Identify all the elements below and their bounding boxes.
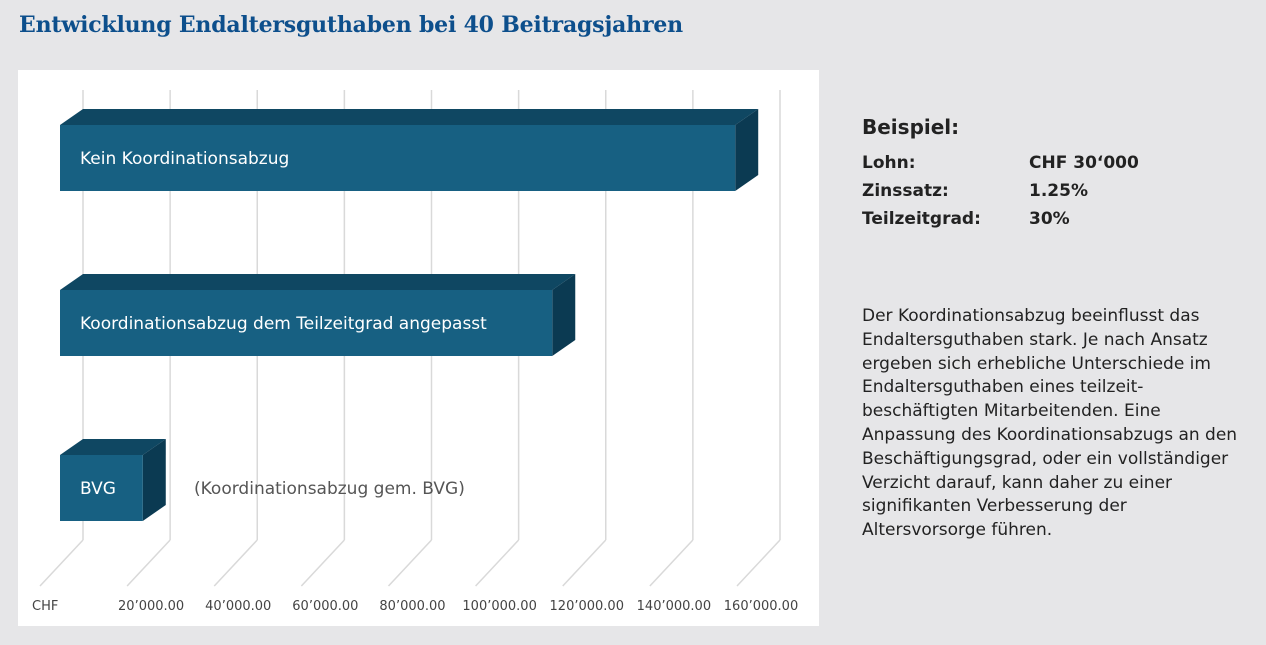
bar (60, 125, 736, 191)
gridline-floor (300, 539, 345, 587)
gridline-floor (126, 539, 171, 587)
page-title: Entwicklung Endaltersguthaben bei 40 Bei… (19, 12, 683, 38)
salary-value: CHF 30‘000 (1029, 153, 1139, 173)
gridline-floor (736, 539, 781, 587)
x-tick-label: 100’000.00 (462, 599, 536, 614)
salary-label: Lohn: (862, 153, 916, 173)
gridline-floor (649, 539, 694, 587)
bar-top-face (60, 274, 576, 290)
gridline-floor (213, 539, 258, 587)
bar-label: Koordinationsabzug dem Teilzeitgrad ange… (80, 314, 487, 334)
gridline-floor (562, 539, 607, 587)
gridline-floor (387, 539, 433, 587)
bar-label: Kein Koordinationsabzug (80, 149, 289, 169)
bar-chart: CHF 20’000.00 40’000.00 60’000.00 80’000.00 1… (32, 90, 798, 614)
bar-top-face (60, 439, 166, 455)
x-tick-label: CHF (32, 599, 58, 614)
chart-panel: CHF 20’000.00 40’000.00 60’000.00 80’000.00 1… (18, 70, 819, 626)
bar (60, 455, 143, 521)
bar-top-face (60, 109, 759, 125)
x-tick-label: 60’000.00 (292, 599, 358, 614)
bar (60, 290, 553, 356)
gridline-floor (475, 539, 520, 587)
bar-side-face (142, 439, 166, 521)
parttime-value: 30% (1029, 209, 1070, 229)
bar-side-face (735, 109, 759, 191)
example-heading: Beispiel: (862, 115, 960, 139)
x-tick-label: 80’000.00 (379, 599, 445, 614)
x-tick-label: 120’000.00 (550, 599, 624, 614)
example-row-parttime: Teilzeitgrad: 30% (862, 205, 1252, 233)
description-text: Der Koordinationsabzug beeinflusst das E… (862, 306, 1238, 541)
bar-side-face (552, 274, 576, 356)
gridline-floor (39, 539, 84, 587)
example-row-interest: Zinssatz: 1.25% (862, 177, 1252, 205)
x-tick-label: 40’000.00 (205, 599, 271, 614)
interest-value: 1.25% (1029, 181, 1088, 201)
example-row-salary: Lohn: CHF 30‘000 (862, 149, 1252, 177)
x-tick-label: 160’000.00 (724, 599, 798, 614)
bar-label: BVG (80, 479, 116, 499)
x-tick-label: 140’000.00 (637, 599, 711, 614)
interest-label: Zinssatz: (862, 181, 949, 201)
parttime-label: Teilzeitgrad: (862, 209, 981, 229)
x-tick-label: 20’000.00 (118, 599, 184, 614)
bar-annotation: (Koordinationsabzug gem. BVG) (194, 479, 465, 499)
example-box: Beispiel: Lohn: CHF 30‘000 Zinssatz: 1.2… (862, 115, 1252, 233)
